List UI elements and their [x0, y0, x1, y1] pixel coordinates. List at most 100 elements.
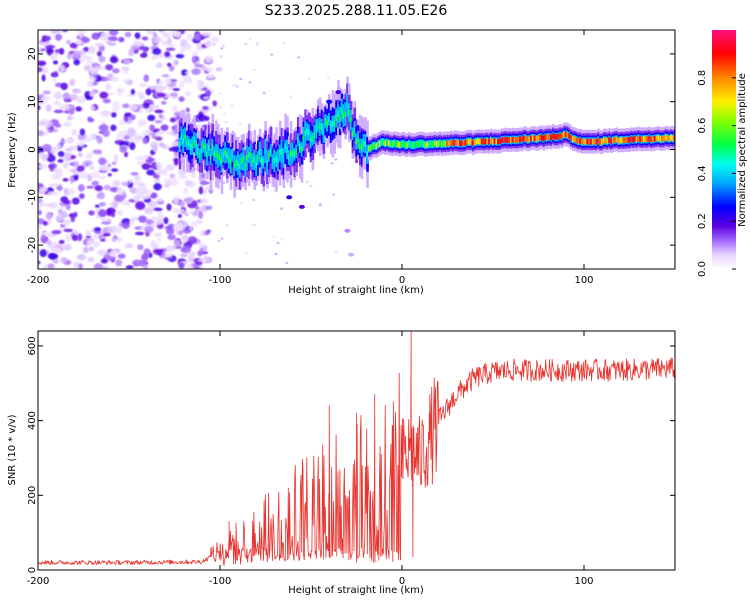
spectrogram-carrier-core [360, 144, 364, 151]
spectrogram-noise-blob [119, 145, 128, 153]
spectrogram-carrier-core [424, 142, 428, 148]
spectrogram-noise-blob [41, 234, 46, 240]
spectrogram-noise-blob [47, 263, 55, 269]
spectrogram-noise-blob [91, 170, 100, 179]
spectrogram-carrier-core [357, 137, 360, 143]
spectrogram-noise-blob [165, 47, 176, 51]
spectrogram-carrier-core [568, 133, 571, 139]
spectrogram-carrier-core [306, 128, 309, 135]
spectrogram-noise-blob [101, 110, 111, 118]
spectrogram-carrier-core [582, 138, 586, 145]
spectrogram-noise-blob [71, 128, 78, 136]
spectrogram-noise-blob [65, 202, 71, 211]
spectrogram-noise-blob [38, 198, 43, 203]
spectrogram-carrier-core [557, 133, 560, 140]
spectrogram-noise-blob [98, 209, 108, 217]
spectrogram-noise-blob [109, 250, 117, 257]
spectrogram-noise-blob [252, 223, 256, 227]
spectrogram-carrier-core [597, 137, 600, 144]
spectrogram-noise-blob [39, 41, 50, 46]
spectrogram-carrier-core [373, 142, 377, 149]
spectrogram-carrier-core [215, 151, 218, 157]
spectrogram-noise-blob [152, 32, 158, 38]
spectrogram-noise-blob [130, 216, 137, 222]
spectrogram-noise-blob [143, 74, 150, 82]
spectrogram-noise-blob [78, 263, 83, 269]
spectrogram-carrier-core [491, 138, 495, 145]
spectrogram-noise-blob [99, 91, 109, 99]
spectrogram-noise-blob [198, 111, 203, 119]
spectrogram-side-lobe [335, 90, 342, 95]
spectrogram-noise-blob [110, 212, 116, 218]
spectrogram-carrier-core [446, 140, 449, 147]
spectrogram-noise-blob [170, 178, 179, 186]
spectrogram-noise-blob [41, 118, 49, 123]
spectrogram-noise-blob [85, 235, 92, 239]
spectrogram-noise-blob [123, 151, 129, 158]
spectrogram-carrier-core [661, 136, 664, 142]
spectrogram-carrier-core [495, 138, 499, 145]
spectrogram-noise-blob [100, 238, 106, 242]
spectrogram-carrier-core [202, 142, 206, 149]
spectrogram-carrier-core [535, 136, 539, 142]
spectrogram-noise-blob [161, 73, 170, 78]
spectrogram-noise-blob [130, 45, 139, 51]
spectrogram-noise-blob [155, 198, 163, 202]
spectrogram-noise-blob [141, 36, 149, 41]
spectrogram-noise-blob [173, 158, 179, 166]
spectrogram-carrier-core [599, 139, 602, 146]
spectrogram-carrier-core [246, 154, 249, 161]
spectrogram-carrier-core [213, 150, 216, 157]
spectrogram-noise-blob [239, 77, 243, 81]
spectrogram-noise-blob [177, 201, 185, 207]
spectrogram-ytick-label: 10 [27, 95, 38, 108]
spectrogram-noise-blob [202, 96, 210, 100]
spectrogram-noise-blob [161, 168, 168, 176]
spectrogram-noise-blob [86, 80, 94, 88]
spectrogram-carrier-core [231, 152, 235, 158]
spectrogram-noise-blob [38, 223, 42, 230]
spectrogram-noise-blob [165, 164, 175, 171]
colorbar-gradient [712, 30, 736, 269]
spectrogram-carrier-core [428, 141, 431, 148]
spectrogram-noise-blob [163, 217, 169, 225]
spectrogram-noise-blob [192, 50, 198, 57]
spectrogram-carrier-core [398, 141, 402, 148]
spectrogram-carrier-core [506, 137, 509, 144]
spectrogram-xtick-label: -100 [209, 275, 232, 286]
spectrogram-noise-blob [78, 183, 85, 192]
spectrogram-noise-blob [158, 114, 164, 119]
spectrogram-noise-blob [215, 118, 219, 122]
spectrogram-noise-blob [169, 92, 178, 97]
spectrogram-noise-blob [330, 162, 334, 165]
spectrogram-carrier-core [653, 135, 657, 142]
spectrogram-carrier-core [200, 147, 204, 154]
spectrogram-carrier-core [486, 138, 489, 145]
spectrogram-carrier-core [508, 137, 511, 143]
spectrogram-noise-blob [58, 104, 68, 110]
spectrogram-carrier-core [364, 140, 367, 147]
spectrogram-noise-blob [112, 180, 121, 187]
spectrogram-carrier-core [537, 135, 540, 142]
spectrogram-carrier-core [668, 135, 671, 142]
spectrogram-noise-blob [256, 41, 260, 45]
spectrogram-noise-blob [69, 176, 75, 184]
spectrogram-noise-blob [160, 101, 167, 105]
spectrogram-noise-blob [149, 104, 155, 109]
spectrogram-noise-blob [110, 76, 119, 82]
spectrogram-carrier-core [457, 140, 460, 146]
spectrogram-noise-blob [309, 184, 313, 187]
spectrogram-noise-blob [43, 35, 51, 42]
spectrogram-xtick-label: 100 [574, 275, 593, 286]
spectrogram-noise-blob [178, 175, 188, 179]
spectrogram-carrier-core [302, 135, 306, 142]
spectrogram-noise-blob [168, 65, 175, 72]
spectrogram-carrier-core [355, 138, 358, 145]
colorbar-tick-label: 0.2 [697, 213, 708, 229]
spectrogram-noise-blob [63, 110, 70, 114]
spectrogram-carrier-core [189, 143, 193, 150]
spectrogram-carrier-core [411, 142, 415, 148]
spectrogram-noise-blob [150, 216, 157, 222]
spectrogram-carrier-core [415, 141, 418, 148]
